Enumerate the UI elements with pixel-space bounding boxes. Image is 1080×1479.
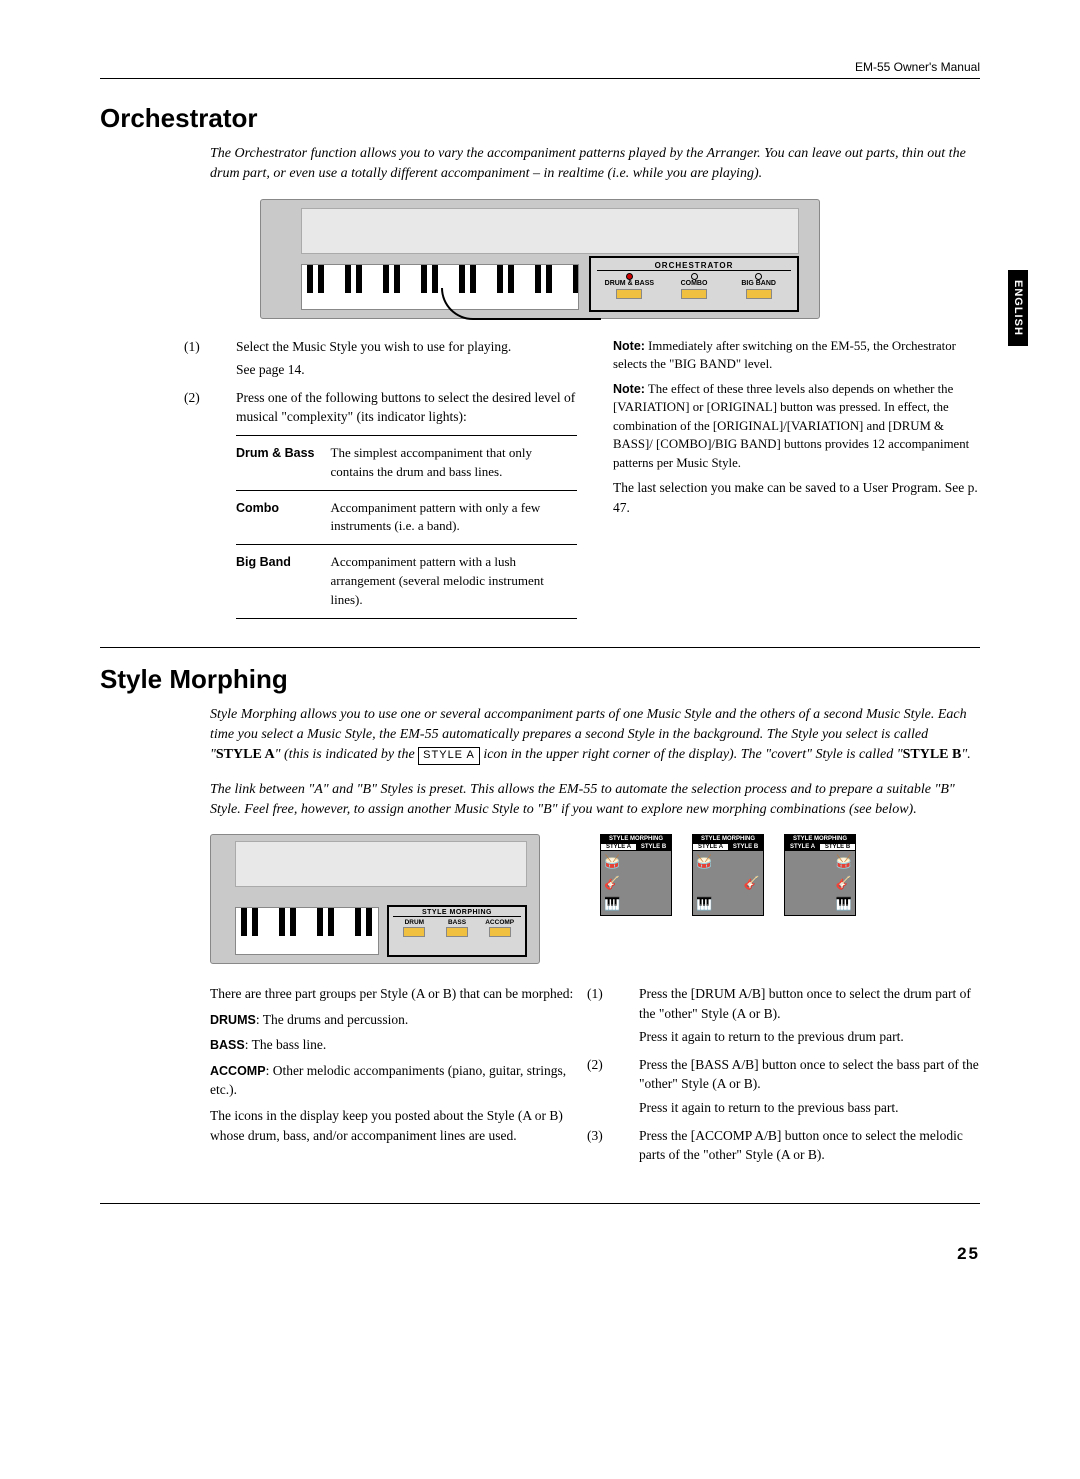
- style-a-icon: STYLE A: [418, 747, 480, 765]
- page-number: 25: [100, 1244, 980, 1264]
- manual-header: EM-55 Owner's Manual: [100, 60, 980, 74]
- divider-top: [100, 78, 980, 79]
- language-tab: ENGLISH: [1008, 270, 1028, 346]
- style-morphing-intro-1: Style Morphing allows you to use one or …: [210, 705, 980, 766]
- style-morphing-figures: STYLE MORPHING DRUM BASS ACCOMP STYLE MO…: [210, 834, 980, 964]
- orchestrator-right-col: Note: Immediately after switching on the…: [613, 337, 980, 619]
- orchestrator-figure: ORCHESTRATOR DRUM & BASS COMBO BIG BAND: [260, 199, 820, 319]
- lcd-icons: STYLE MORPHING STYLE ASTYLE B 🥁🎸🎹 STYLE …: [600, 834, 856, 916]
- orchestrator-heading: Orchestrator: [100, 103, 980, 134]
- orchestrator-table: Drum & BassThe simplest accompaniment th…: [236, 435, 577, 619]
- style-morphing-intro-2: The link between "A" and "B" Styles is p…: [210, 780, 980, 821]
- orchestrator-callout: ORCHESTRATOR DRUM & BASS COMBO BIG BAND: [589, 256, 799, 312]
- style-morphing-keyboard-fig: STYLE MORPHING DRUM BASS ACCOMP: [210, 834, 540, 964]
- style-morphing-left-col: There are three part groups per Style (A…: [210, 984, 577, 1173]
- style-morphing-heading: Style Morphing: [100, 664, 980, 695]
- divider-mid: [100, 647, 980, 648]
- orchestrator-left-col: (1)Select the Music Style you wish to us…: [210, 337, 577, 619]
- orchestrator-intro: The Orchestrator function allows you to …: [210, 144, 980, 185]
- style-morphing-right-col: (1)Press the [DRUM A/B] button once to s…: [613, 984, 980, 1173]
- divider-bottom: [100, 1203, 980, 1204]
